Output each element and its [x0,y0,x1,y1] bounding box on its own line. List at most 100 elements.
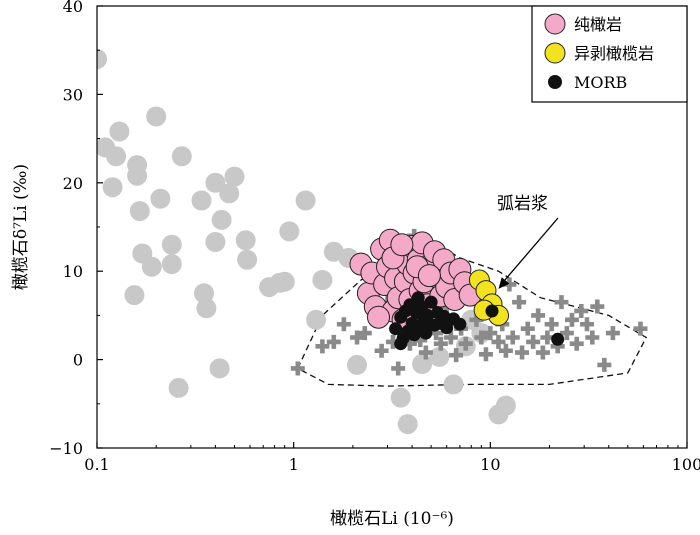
y-tick-label: 30 [63,85,83,104]
data-point [219,183,240,204]
data-point-plus [585,330,600,345]
data-point [161,254,182,275]
x-tick-label: 1 [289,455,299,474]
data-point [127,165,148,186]
y-tick-label: 40 [63,0,83,16]
data-point-plus [569,336,584,351]
data-point [429,346,450,367]
data-point-plus [350,330,365,345]
data-point-plus [498,343,513,358]
data-point-plus [391,361,406,376]
data-point-plus [520,321,535,336]
data-point [106,146,127,167]
data-point-plus [290,361,305,376]
data-point-plus [535,345,550,360]
data-point [453,317,467,331]
data-point [367,305,390,329]
data-point [443,374,464,395]
data-point-plus [483,326,498,341]
data-point [211,209,232,230]
data-point-plus [540,330,555,345]
data-point [205,172,226,193]
data-point [109,121,130,142]
data-point [424,295,438,309]
data-point-plus [449,348,464,363]
data-point-plus [374,343,389,358]
series-4 [389,291,565,351]
data-point-plus [478,347,493,362]
data-point [171,146,192,167]
data-point [394,337,408,351]
data-point [390,233,414,257]
data-point [440,321,454,335]
y-axis-title: 橄榄石δ⁷Li (‰) [11,164,31,290]
annotation: 弧岩浆 [497,194,559,289]
data-point-plus [550,339,565,354]
data-point-plus [633,321,648,336]
data-point-plus [326,334,341,349]
data-point-plus [564,312,579,327]
y-tick-label: 10 [63,262,83,281]
legend-marker [548,75,562,89]
data-point-plus [413,333,428,348]
data-point [224,166,245,187]
data-point-plus [469,312,484,327]
y-tick-label: 0 [73,351,83,370]
data-point-plus [544,317,559,332]
data-point [397,414,418,435]
data-point-plus [402,336,417,351]
data-point-plus [433,336,448,351]
arrow-head [498,277,510,289]
data-point [168,377,189,398]
data-point-plus [515,345,530,360]
data-point [102,177,123,198]
x-tick-label: 10 [480,455,500,474]
data-point [146,106,167,127]
data-points [97,49,648,435]
data-point [237,249,258,270]
data-point [141,256,162,277]
data-point [312,270,333,290]
data-point-plus [357,326,372,341]
data-point-plus [505,330,520,345]
data-point [191,190,212,211]
y-tick-label: 20 [63,174,83,193]
data-point [485,304,499,318]
data-point [161,234,182,255]
data-point-plus [605,326,620,341]
data-point [150,188,171,209]
data-point [417,264,441,288]
data-point-plus [336,317,351,332]
axes: 0.1 1 10 100 −10 0 10 20 30 40 [49,0,700,474]
data-point [347,354,367,375]
data-point-plus [502,277,517,292]
legend-label: 纯橄岩 [574,15,622,34]
data-point [205,232,226,252]
legend-label: 异剥橄榄岩 [574,44,654,63]
data-point-plus [559,326,574,341]
data-point [279,221,300,242]
data-point-plus [443,330,458,345]
data-point-plus [590,299,605,314]
data-point [274,271,295,292]
data-point-plus [526,334,541,349]
data-point-plus [474,330,489,345]
data-point [194,283,214,304]
annotation-label: 弧岩浆 [497,194,548,214]
data-point [97,49,107,69]
data-point [495,395,516,416]
data-point-plus [597,357,612,372]
data-point [209,358,230,379]
data-point [129,201,150,222]
data-point-plus [315,339,330,354]
data-point-plus [512,295,527,310]
data-point-plus [531,308,546,323]
data-point [306,309,327,330]
data-point [295,190,316,211]
x-axis-title: 橄榄石Li (10⁻⁶) [330,509,454,529]
data-point-plus [386,334,401,349]
data-point-plus [554,295,569,310]
legend-marker [544,42,566,64]
